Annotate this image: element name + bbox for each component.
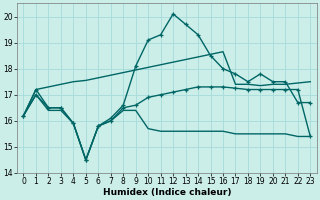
X-axis label: Humidex (Indice chaleur): Humidex (Indice chaleur)	[103, 188, 231, 197]
